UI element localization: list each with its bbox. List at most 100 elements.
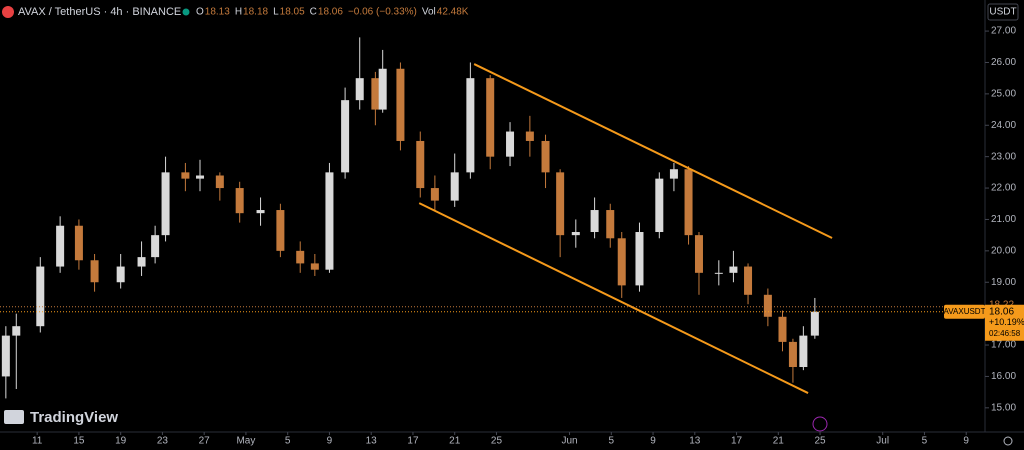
legend-value: 42.48K [437, 7, 469, 18]
currency-box[interactable] [987, 3, 1019, 21]
x-tick-label: 21 [773, 436, 785, 447]
candle-body [506, 131, 515, 157]
candle-body [450, 172, 459, 201]
x-tick-label: 9 [327, 436, 333, 447]
legend-key: H [235, 7, 242, 18]
x-tick-label: 5 [609, 436, 615, 447]
candle-body [378, 68, 387, 110]
x-tick-label: 13 [689, 436, 701, 447]
y-tick-label: 20.00 [991, 245, 1016, 256]
y-tick-label: 23.00 [991, 151, 1016, 162]
x-tick-label: 25 [491, 436, 503, 447]
legend-value: 18.06 [318, 7, 343, 18]
y-tick-label: 15.00 [991, 402, 1016, 413]
market-status [182, 8, 190, 16]
candle-body [684, 169, 693, 236]
y-tick-label: 19.00 [991, 277, 1016, 288]
candle-body [763, 294, 772, 317]
candle-body [669, 169, 678, 179]
legend-key: L [273, 7, 279, 18]
y-tick-label: 21.00 [991, 214, 1016, 225]
y-tick-label: 25.00 [991, 89, 1016, 100]
x-tick-label: May [236, 436, 255, 447]
candle-body [1, 335, 10, 377]
candle-body [466, 78, 475, 173]
brand[interactable]: TradingView [30, 409, 118, 426]
x-tick-label: 15 [73, 436, 85, 447]
legend-value: 18.13 [205, 7, 230, 18]
candle-body [571, 232, 580, 236]
x-tick-label: 25 [815, 436, 827, 447]
candle-body [74, 225, 83, 261]
candle-body [325, 172, 334, 270]
y-tick-label: 17.00 [991, 340, 1016, 351]
candle-body [541, 140, 550, 173]
candle-body [525, 131, 534, 141]
candle-body [196, 175, 205, 179]
candle-body [341, 100, 350, 173]
candle-body [56, 225, 65, 267]
y-tick-label: 24.00 [991, 120, 1016, 131]
last-price-box [985, 304, 1024, 341]
candle-body [181, 172, 190, 179]
candle-body [590, 210, 599, 233]
candle-body [371, 78, 380, 110]
candle-body [416, 140, 425, 189]
legend-key: O [196, 7, 204, 18]
y-tick-label: 27.00 [991, 26, 1016, 37]
candle-body [296, 250, 305, 264]
candle-body [744, 266, 753, 295]
symbol-icon[interactable] [2, 6, 14, 18]
candle-body [810, 311, 819, 336]
x-tick-label: 27 [199, 436, 211, 447]
legend-value: 18.18 [243, 7, 268, 18]
symbol-tag-label: AVAXUSDT [944, 307, 986, 316]
candle-body [355, 78, 364, 101]
candle-body [36, 266, 45, 327]
candle-body [137, 257, 146, 267]
x-tick-label: 9 [963, 436, 969, 447]
x-tick-label: 5 [922, 436, 928, 447]
symbol-title[interactable]: AVAX / TetherUS · 4h · BINANCE [18, 6, 181, 18]
ohlc-legend: O 18.13 H 18.18 L 18.05 C 18.06 −0.06 (−0.33%) Vo… [196, 7, 469, 18]
x-tick-label: 23 [157, 436, 169, 447]
candle-body [235, 188, 244, 214]
legend-key: C [310, 7, 317, 18]
y-tick-label: 16.00 [991, 371, 1016, 382]
currency[interactable]: USDT [989, 7, 1016, 18]
candle-body [12, 326, 21, 336]
legend-key: Vol [422, 7, 436, 18]
last-price-label: 18.06 [989, 306, 1014, 317]
x-tick-label: 5 [285, 436, 291, 447]
candle-body [276, 210, 285, 251]
events-icon[interactable] [812, 416, 828, 432]
countdown: 02:46:58 [989, 329, 1021, 338]
x-tick-label: 9 [650, 436, 656, 447]
brand-logo[interactable] [4, 410, 24, 424]
candle-body [116, 266, 125, 283]
x-tick-label: Jun [561, 436, 577, 447]
candle-body [486, 78, 495, 157]
x-tick-label: 21 [449, 436, 461, 447]
candle-body [256, 210, 265, 214]
candle-body [310, 263, 319, 270]
x-tick-label: 13 [366, 436, 378, 447]
candle-body [90, 260, 99, 283]
candle-body [430, 188, 439, 201]
last-price-change: +10.19% [989, 317, 1024, 327]
candle-body [396, 68, 405, 141]
legend-value: 18.05 [280, 7, 305, 18]
x-tick-label: 11 [32, 436, 43, 447]
settings-icon[interactable] [1003, 436, 1013, 446]
candle-body [635, 232, 644, 286]
y-tick-label: 26.00 [991, 57, 1016, 68]
candle-body [729, 266, 738, 273]
candle-body [655, 178, 664, 233]
candle-body [714, 272, 723, 274]
candle-body [694, 235, 703, 273]
legend-value: −0.06 (−0.33%) [348, 7, 417, 18]
candle-body [778, 316, 787, 342]
candle-body [606, 210, 615, 239]
candle-body [788, 341, 797, 368]
